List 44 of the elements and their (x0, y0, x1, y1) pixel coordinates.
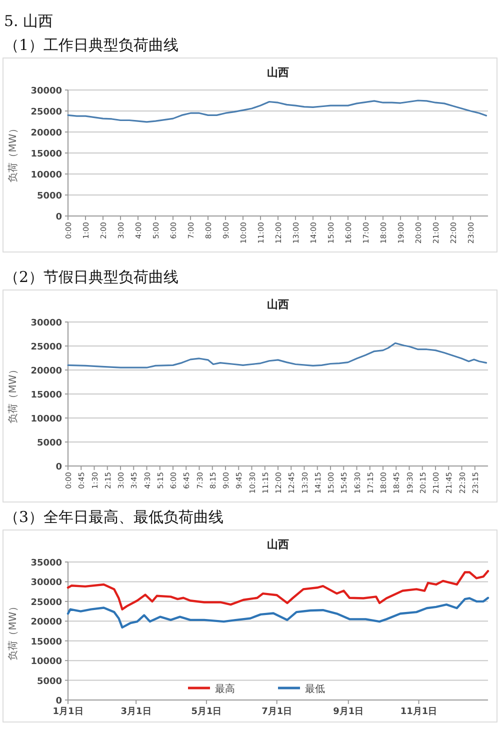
legend-label: 最高 (215, 683, 235, 695)
x-tick-label: 3月1日 (120, 706, 152, 717)
y-tick-label: 20000 (30, 366, 62, 376)
y-tick-label: 35000 (30, 558, 62, 568)
line-series (67, 100, 488, 123)
line-series (67, 342, 488, 368)
legend-label: 最低 (305, 684, 325, 695)
x-tick-label: 7月1日 (262, 706, 292, 717)
y-tick-label: 20000 (30, 128, 62, 138)
y-axis-title: 负荷（MW） (7, 124, 19, 182)
text: （2）节假日典型负荷曲线 (4, 268, 179, 286)
text: 5. 山西 (4, 12, 54, 30)
y-axis-title: 负荷（MW） (7, 364, 19, 424)
y-tick-label: 5000 (36, 192, 62, 202)
y-tick-label: 10000 (30, 657, 62, 668)
x-tick-label: 5月1日 (191, 706, 222, 717)
chart-title: 山西 (267, 298, 289, 311)
x-tick-label: 9月1日 (333, 706, 364, 717)
x-tick-label: 1月1日 (52, 706, 84, 717)
y-tick-label: 25000 (30, 342, 62, 352)
line-series (66, 596, 490, 629)
y-tick-label: 5000 (36, 438, 62, 448)
y-tick-label: 15000 (30, 390, 62, 400)
y-tick-label: 20000 (30, 618, 62, 628)
chart-title: 山西 (267, 66, 289, 79)
y-tick-label: 10000 (30, 170, 62, 180)
y-tick-label: 25000 (30, 108, 62, 118)
text: （1）工作日典型负荷曲线 (4, 36, 179, 54)
y-tick-label: 5000 (36, 676, 62, 687)
y-tick-label: 0 (56, 462, 62, 472)
y-tick-label: 30000 (30, 318, 62, 328)
y-tick-label: 25000 (30, 598, 62, 608)
y-tick-label: 10000 (30, 414, 62, 424)
y-tick-label: 15000 (30, 150, 62, 160)
text: （3）全年日最高、最低负荷曲线 (4, 508, 224, 526)
line-series (66, 570, 490, 610)
y-tick-label: 15000 (30, 637, 62, 648)
y-tick-label: 30000 (30, 578, 62, 588)
chart-title: 山西 (267, 538, 289, 551)
y-axis-title: 负荷（MW） (7, 602, 19, 660)
x-tick-label: 11月1日 (400, 706, 438, 717)
y-tick-label: 0 (56, 696, 62, 706)
y-tick-label: 0 (56, 212, 62, 222)
y-tick-label: 30000 (30, 86, 62, 96)
